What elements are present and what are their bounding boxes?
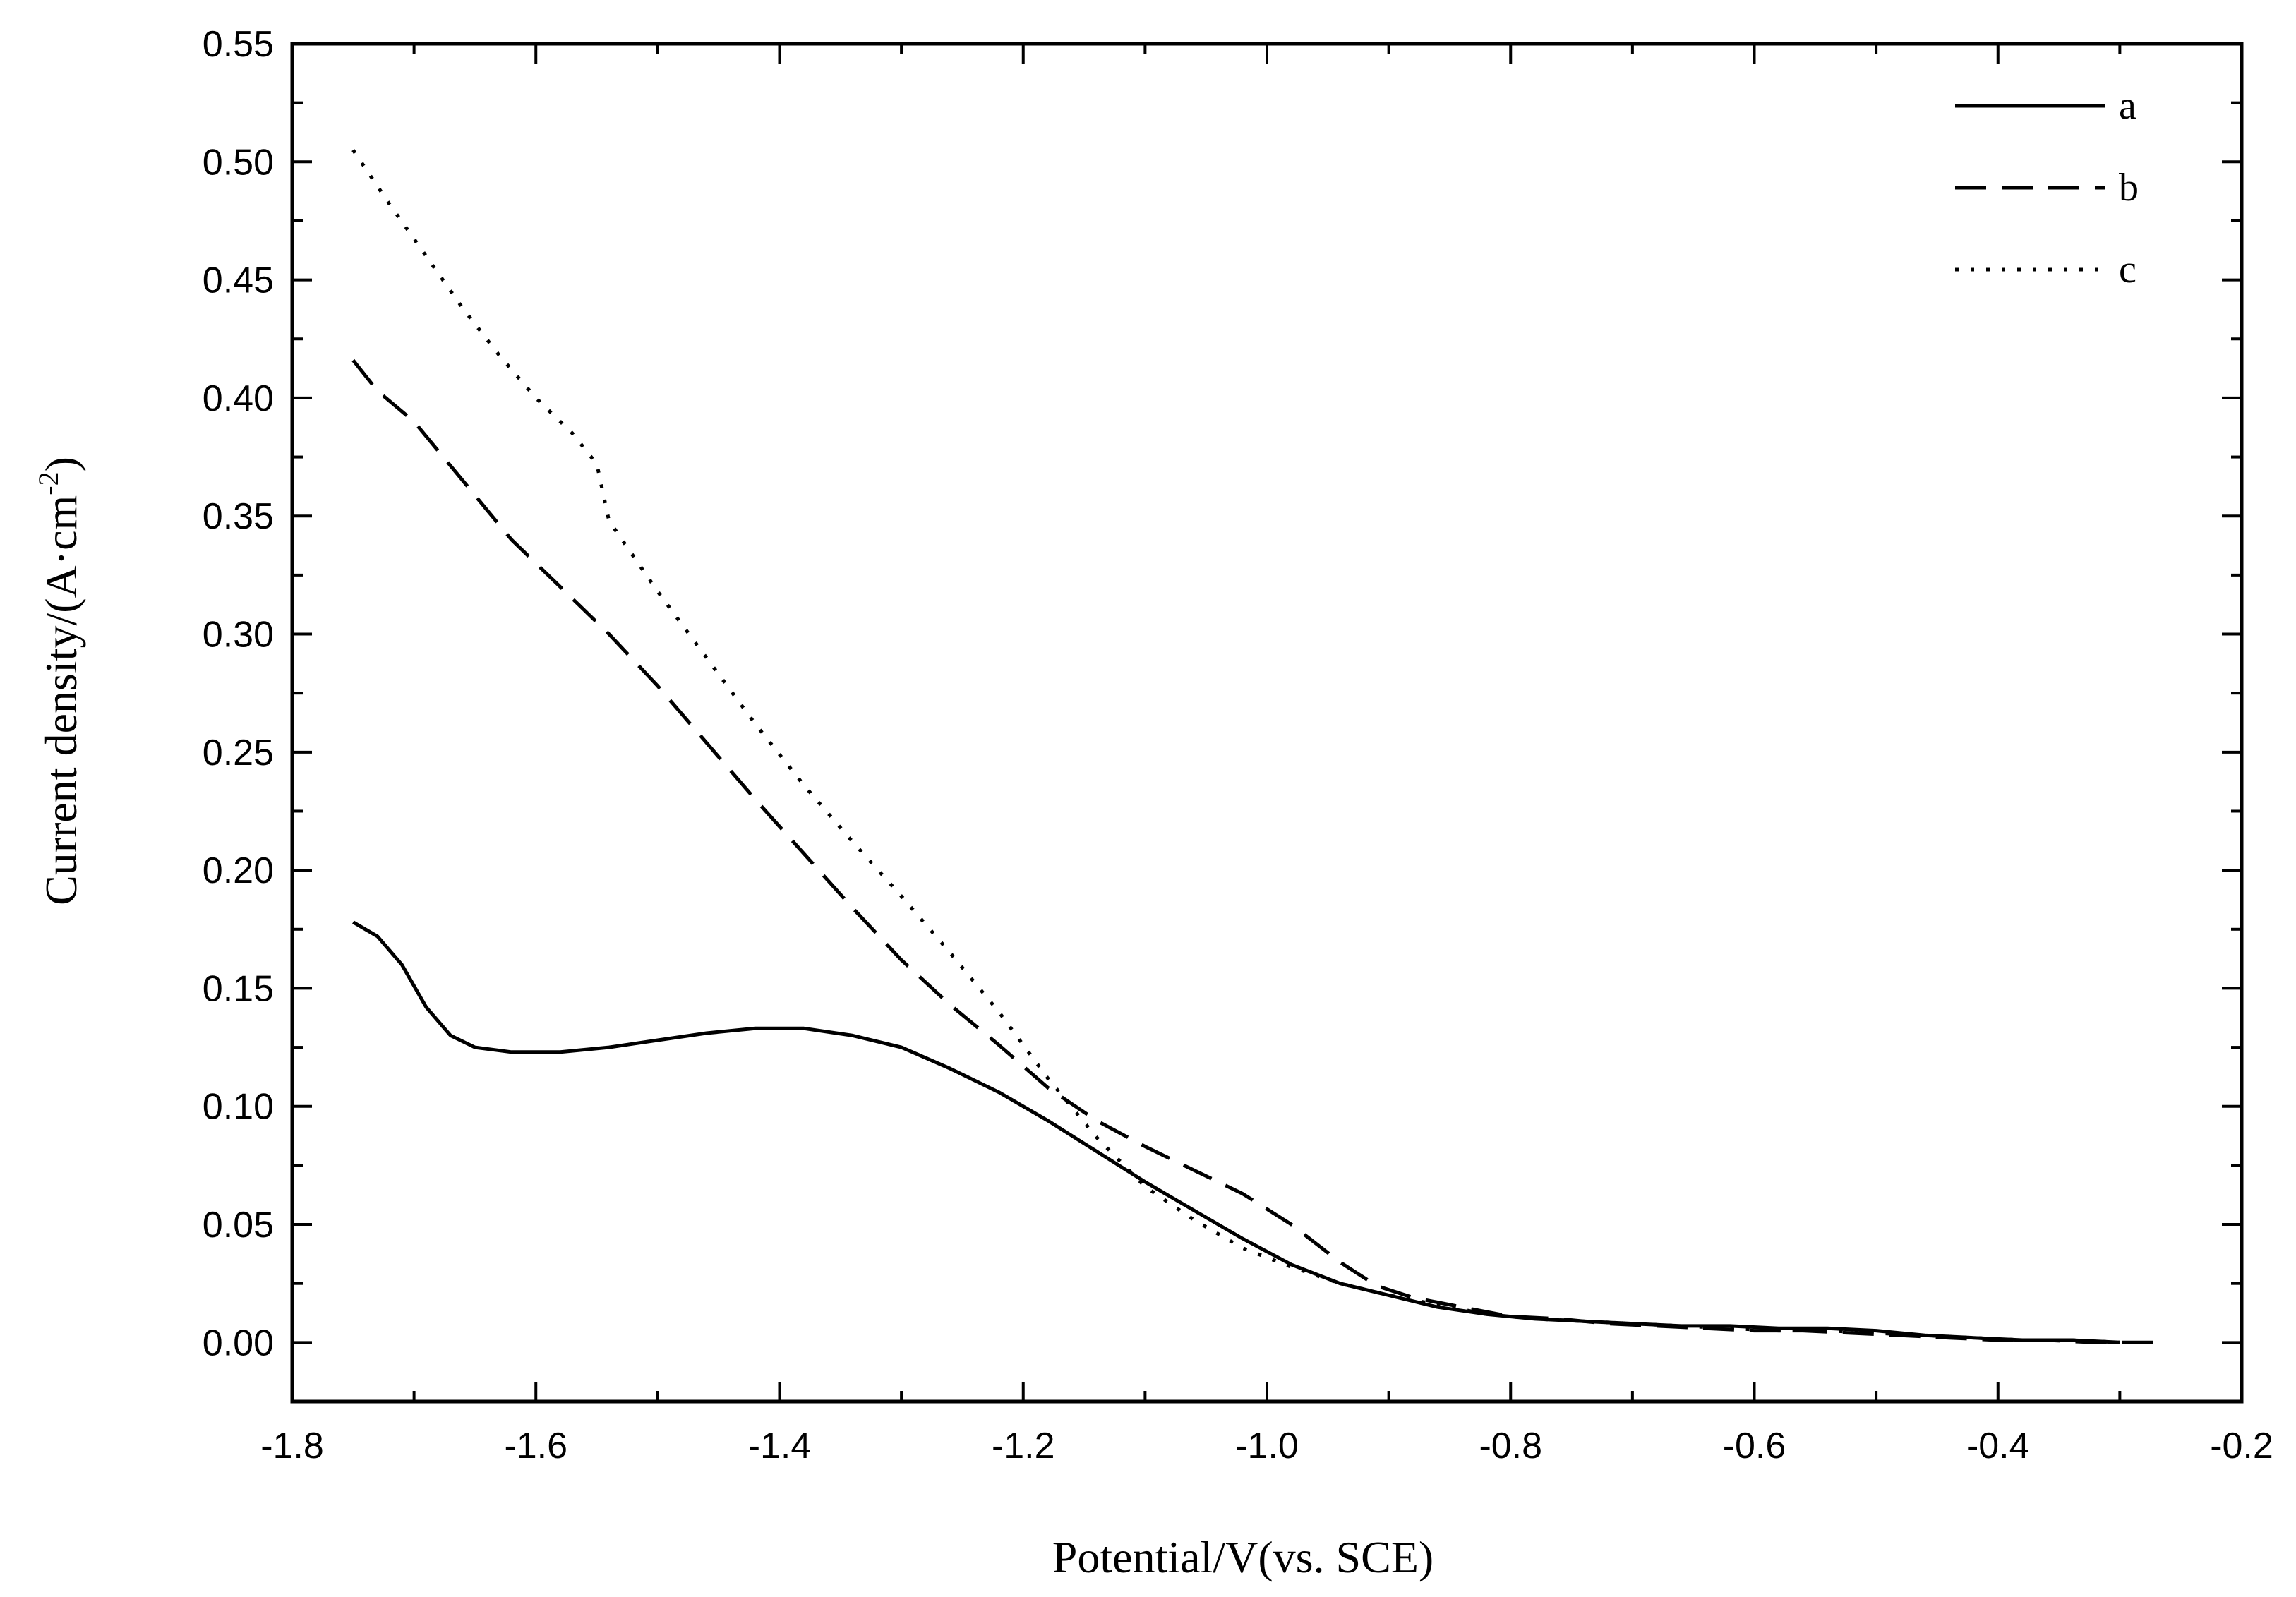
y-tick-label: 0.45: [203, 260, 274, 301]
series-line-a: [352, 920, 2120, 1344]
x-tick-label: -1.4: [748, 1426, 812, 1466]
y-axis-ticks: 0.00 0.05 0.10 0.15 0.20 0.25 0.30 0.35 0.40 0.45…: [203, 24, 2242, 1363]
x-tick-label: -1.8: [260, 1426, 324, 1466]
plot-frame: [290, 42, 2244, 1404]
y-tick-label: 0.40: [203, 378, 274, 419]
y-tick-label: 0.30: [203, 615, 274, 656]
x-tick-label: -0.2: [2210, 1426, 2273, 1466]
y-tick-label: 0.50: [203, 142, 274, 183]
y-tick-label: 0.25: [203, 733, 274, 773]
x-axis-title: Potential/V(vs. SCE): [1052, 1532, 1434, 1582]
legend-label-b: b: [2119, 166, 2139, 210]
series-line-b: [351, 358, 2169, 1344]
y-tick-label: 0.35: [203, 496, 274, 537]
x-tick-label: -0.6: [1723, 1426, 1786, 1466]
y-tick-label: 0.00: [203, 1322, 274, 1363]
legend-label-a: a: [2119, 84, 2136, 128]
series-line-c: [351, 149, 2120, 1344]
y-tick-label: 0.05: [203, 1205, 274, 1246]
legend: abc: [1955, 84, 2139, 291]
legend-label-c: c: [2119, 248, 2136, 291]
y-tick-label: 0.10: [203, 1087, 274, 1128]
y-tick-label: 0.15: [203, 968, 274, 1009]
x-tick-label: -0.8: [1479, 1426, 1542, 1466]
y-axis-title: Current density/(A·cm-2): [32, 457, 86, 905]
y-axis-title-tail: ): [36, 457, 86, 471]
x-tick-label: -1.2: [992, 1426, 1055, 1466]
y-axis-title-main: Current density/(A·cm: [36, 495, 86, 905]
series-layer: [351, 149, 2169, 1344]
plot-border: [290, 42, 2244, 1404]
y-tick-label: 0.55: [203, 24, 274, 65]
y-axis-title-exponent: -2: [32, 471, 64, 495]
x-axis-ticks: -1.8 -1.6 -1.4 -1.2 -1.0 -0.8 -0.6 -0.4 -0.2: [260, 44, 2273, 1466]
x-tick-label: -1.0: [1235, 1426, 1299, 1466]
y-tick-label: 0.20: [203, 850, 274, 891]
x-tick-label: -1.6: [504, 1426, 567, 1466]
x-tick-label: -0.4: [1966, 1426, 2030, 1466]
